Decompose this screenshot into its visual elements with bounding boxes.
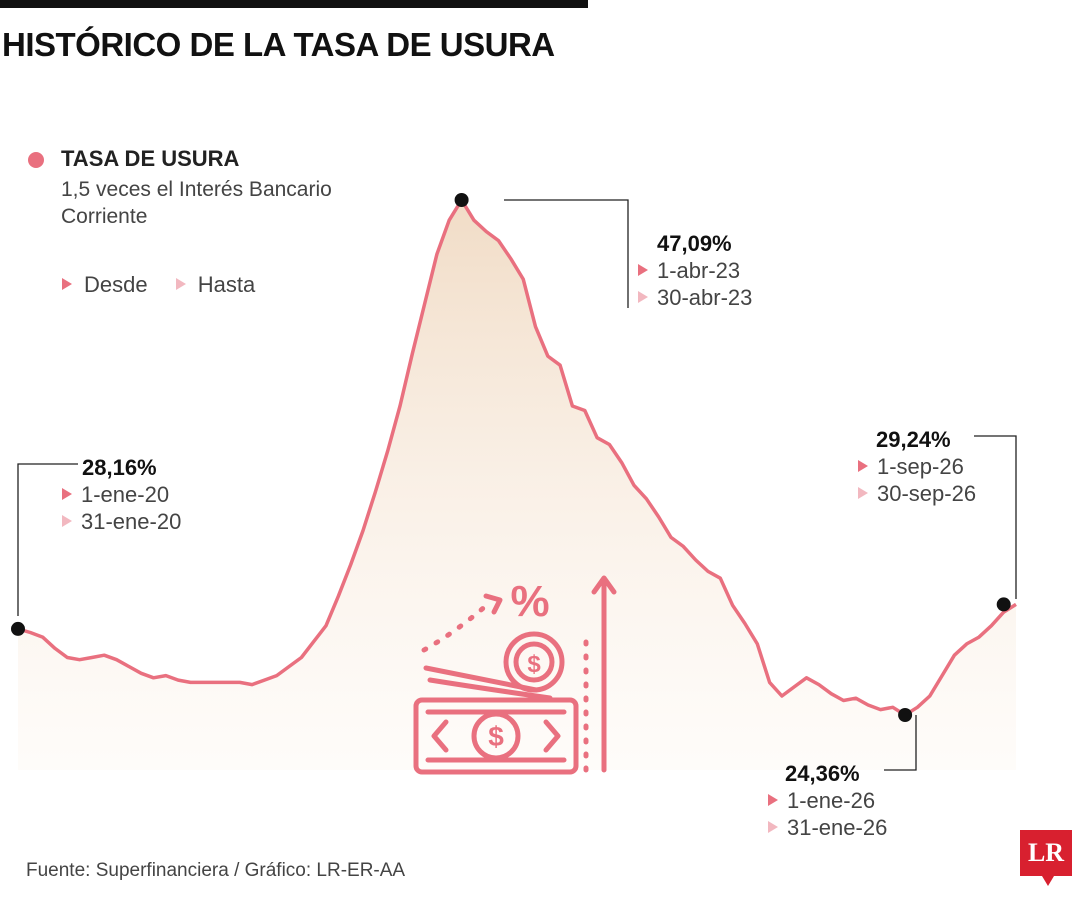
key-to-label: Hasta — [197, 272, 256, 297]
leader-line — [884, 715, 917, 771]
triangle-right-icon — [62, 278, 72, 290]
svg-text:%: % — [510, 577, 549, 626]
callout-leaders — [11, 193, 1017, 771]
highlight-point — [898, 708, 913, 722]
svg-text:$: $ — [527, 651, 541, 678]
triangle-right-icon — [62, 488, 72, 500]
callout-start: 28,16% 1-ene-20 31-ene-20 — [62, 454, 181, 535]
triangle-right-light-icon — [858, 487, 868, 499]
triangle-right-icon — [768, 794, 778, 806]
callout-peak: 47,09% 1-abr-23 30-abr-23 — [638, 230, 752, 311]
callout-to: 31-ene-26 — [787, 815, 888, 840]
callout-end: 29,24% 1-sep-26 30-sep-26 — [858, 426, 976, 507]
money-percent-growth-icon: $ $ % — [413, 575, 617, 775]
series-line — [17, 198, 1017, 717]
triangle-right-light-icon — [175, 278, 186, 290]
key-from-label: Desde — [84, 272, 148, 297]
callout-value: 28,16% — [82, 455, 157, 480]
callout-value: 47,09% — [657, 231, 732, 256]
leader-line — [504, 199, 629, 308]
callout-to: 30-sep-26 — [877, 481, 977, 506]
callout-value: 29,24% — [876, 427, 951, 452]
triangle-right-light-icon — [62, 515, 72, 527]
chart-area-group — [17, 198, 1017, 770]
area-fill — [18, 200, 1016, 770]
callout-value: 24,36% — [785, 761, 860, 786]
highlight-point — [454, 193, 469, 207]
legend-series-name: TASA DE USURA — [61, 146, 240, 171]
page-title: HISTÓRICO DE LA TASA DE USURA — [2, 26, 555, 63]
leader-line — [974, 435, 1017, 599]
highlight-point — [11, 621, 25, 636]
callout-to: 31-ene-20 — [81, 509, 182, 534]
callout-from: 1-abr-23 — [657, 258, 741, 283]
svg-text:$: $ — [488, 721, 504, 752]
lr-logo: LR — [1020, 830, 1072, 876]
top-rule — [0, 0, 588, 8]
leader-line — [17, 463, 78, 616]
triangle-right-icon — [638, 264, 648, 276]
callout-from: 1-ene-20 — [81, 482, 170, 507]
legend-description: 1,5 veces el Interés Bancario Corriente — [61, 178, 332, 228]
key-from: Desde — [62, 272, 148, 298]
callout-from: 1-sep-26 — [877, 454, 964, 479]
triangle-right-light-icon — [768, 821, 778, 833]
triangle-right-icon — [858, 460, 868, 472]
highlight-point — [996, 597, 1011, 612]
date-key: Desde Hasta — [62, 272, 277, 298]
logo-tail — [1042, 876, 1054, 886]
callout-from: 1-ene-26 — [787, 788, 876, 813]
series-dot-icon — [28, 152, 44, 168]
key-to: Hasta — [175, 272, 256, 298]
callout-to: 30-abr-23 — [657, 285, 753, 310]
source-note: Fuente: Superfinanciera / Gráfico: LR-ER… — [26, 860, 406, 881]
triangle-right-light-icon — [638, 291, 648, 303]
callout-low: 24,36% 1-ene-26 31-ene-26 — [768, 760, 887, 841]
